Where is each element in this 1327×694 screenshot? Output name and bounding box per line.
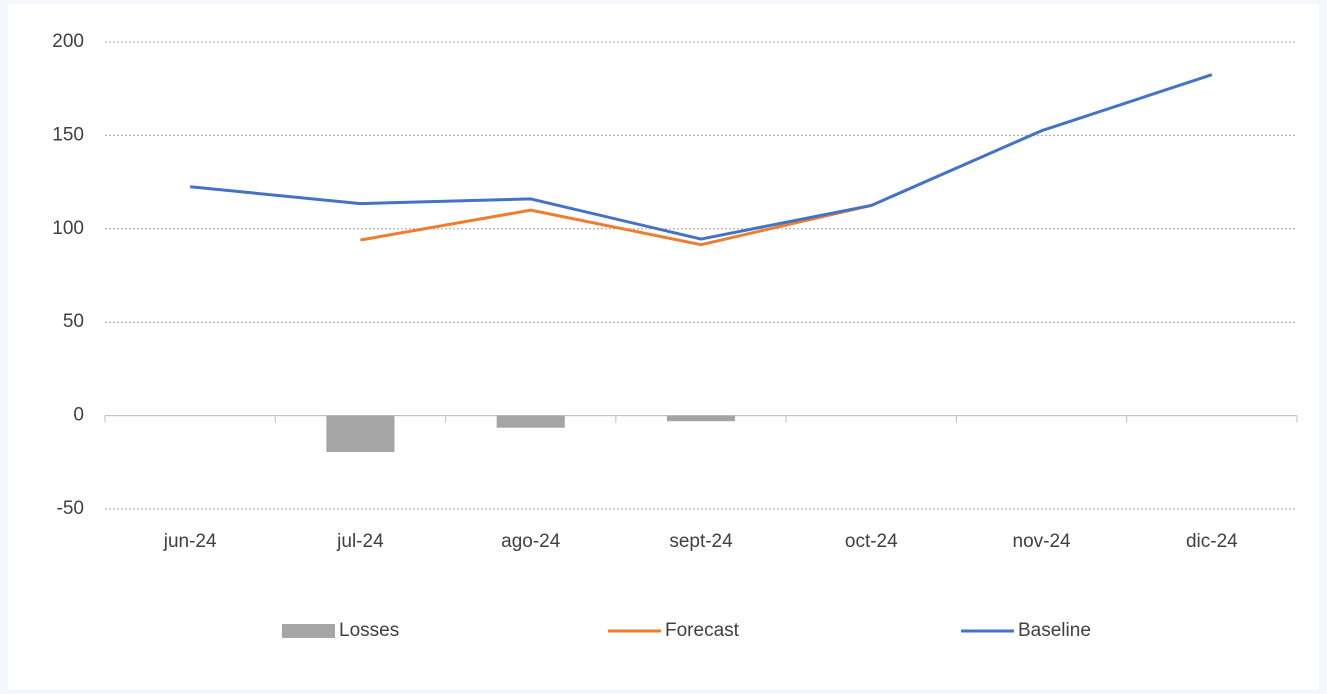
x-tick-label: jul-24 xyxy=(336,531,384,552)
x-tick-label: sept-24 xyxy=(669,531,733,552)
x-tick-label: oct-24 xyxy=(845,531,898,552)
bar xyxy=(326,415,395,453)
x-tick-label: nov-24 xyxy=(1013,531,1072,552)
x-tick-label: dic-24 xyxy=(1186,531,1238,552)
y-tick-label: -50 xyxy=(57,498,84,519)
y-tick-label: 0 xyxy=(73,405,84,426)
legend-swatch xyxy=(282,624,335,638)
y-tick-label: 50 xyxy=(63,311,84,332)
x-tick-label: jun-24 xyxy=(163,531,217,552)
line xyxy=(189,73,1213,241)
line xyxy=(360,203,872,247)
y-tick-label: 200 xyxy=(52,31,84,52)
bar xyxy=(496,415,565,428)
bar xyxy=(666,415,736,422)
y-tick-label: 150 xyxy=(52,124,84,145)
chart-area xyxy=(8,4,1319,690)
legend-label: Losses xyxy=(339,620,399,641)
legend-label: Forecast xyxy=(665,620,740,641)
y-tick-label: 100 xyxy=(52,218,84,239)
x-tick-label: ago-24 xyxy=(501,531,561,552)
legend-label: Baseline xyxy=(1018,620,1091,641)
